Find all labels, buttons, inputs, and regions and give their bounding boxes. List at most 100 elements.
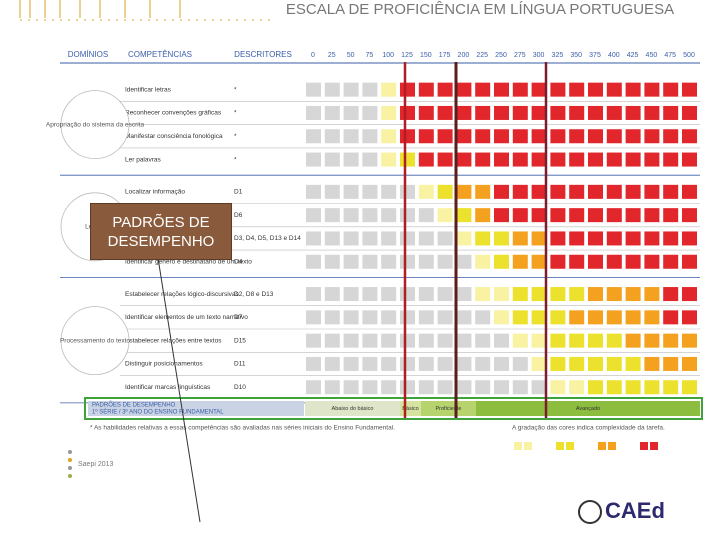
- scale-cell: [588, 105, 603, 120]
- standard-level-label: Proficiente: [436, 406, 462, 412]
- scale-cell: [456, 356, 472, 371]
- descriptor: D15: [234, 337, 246, 344]
- scale-cell: [437, 105, 453, 120]
- scale-cell: [400, 208, 415, 223]
- scale-cell: [306, 287, 321, 302]
- scale-cell: [437, 310, 453, 325]
- competency: Estabelecer relações lógico-discursivas: [125, 291, 240, 298]
- scale-tick: 350: [570, 52, 582, 59]
- scale-cell: [400, 287, 415, 302]
- scale-cell: [343, 129, 359, 144]
- scale-tick: 475: [664, 52, 676, 59]
- scale-cell: [625, 333, 641, 348]
- scale-cell: [381, 254, 397, 269]
- descriptor: D1: [234, 189, 243, 196]
- scale-tick: 50: [347, 52, 355, 59]
- scale-tick: 150: [420, 52, 432, 59]
- logo: CAEd: [605, 498, 665, 523]
- scale-cell: [663, 356, 679, 371]
- scale-cell: [475, 356, 491, 371]
- scale-cell: [400, 184, 415, 199]
- scale-tick: 450: [646, 52, 658, 59]
- scale-cell: [494, 82, 509, 97]
- scale-cell: [362, 208, 378, 223]
- scale-cell: [512, 184, 528, 199]
- color-swatch: [640, 442, 648, 450]
- scale-cell: [343, 287, 359, 302]
- scale-cell: [437, 129, 453, 144]
- color-swatch: [524, 442, 532, 450]
- scale-cell: [625, 152, 641, 167]
- scale-cell: [475, 310, 491, 325]
- scale-cell: [381, 231, 397, 246]
- scale-cell: [682, 254, 697, 269]
- scale-cell: [362, 333, 378, 348]
- scale-cell: [324, 105, 340, 120]
- scale-cell: [324, 129, 340, 144]
- scale-cell: [606, 310, 622, 325]
- color-note: A gradação das cores indica complexidade…: [512, 425, 665, 432]
- scale-cell: [494, 129, 509, 144]
- descriptor: *: [234, 156, 237, 163]
- scale-cell: [494, 152, 509, 167]
- scale-cell: [400, 152, 415, 167]
- callout: PADRÕES DE DESEMPENHO: [90, 203, 232, 260]
- scale-cell: [606, 254, 622, 269]
- scale-cell: [494, 287, 509, 302]
- scale-cell: [324, 380, 340, 395]
- scale-cell: [569, 287, 585, 302]
- scale-cell: [343, 82, 359, 97]
- standard-level-label: Básico: [402, 406, 419, 412]
- scale-cell: [606, 208, 622, 223]
- scale-cell: [644, 184, 660, 199]
- scale-cell: [644, 310, 660, 325]
- scale-cell: [588, 333, 603, 348]
- scale-cell: [512, 356, 528, 371]
- scale-cell: [362, 152, 378, 167]
- scale-cell: [400, 310, 415, 325]
- scale-cell: [381, 208, 397, 223]
- scale-cell: [588, 152, 603, 167]
- scale-cell: [569, 254, 585, 269]
- scale-cell: [588, 310, 603, 325]
- scale-cell: [663, 184, 679, 199]
- scale-cell: [343, 208, 359, 223]
- scale-cell: [362, 356, 378, 371]
- scale-cell: [306, 254, 321, 269]
- scale-cell: [606, 184, 622, 199]
- scale-tick: 125: [401, 52, 413, 59]
- scale-cell: [682, 380, 697, 395]
- scale-cell: [306, 105, 321, 120]
- scale-cell: [682, 105, 697, 120]
- color-swatch: [650, 442, 658, 450]
- scale-cell: [494, 184, 509, 199]
- scale-cell: [569, 231, 585, 246]
- scale-cell: [456, 310, 472, 325]
- descriptor: *: [234, 110, 237, 117]
- scale-cell: [569, 333, 585, 348]
- scale-cell: [418, 129, 434, 144]
- scale-cell: [531, 356, 547, 371]
- scale-cell: [400, 380, 415, 395]
- scale-cell: [324, 310, 340, 325]
- scale-cell: [512, 208, 528, 223]
- scale-cell: [418, 380, 434, 395]
- scale-cell: [456, 380, 472, 395]
- scale-cell: [418, 82, 434, 97]
- scale-cell: [550, 333, 566, 348]
- scale-cell: [418, 184, 434, 199]
- scale-cell: [550, 129, 566, 144]
- scale-cell: [531, 310, 547, 325]
- scale-cell: [343, 380, 359, 395]
- competency: Identificar marcas linguísticas: [125, 384, 211, 391]
- scale-cell: [343, 152, 359, 167]
- scale-cell: [644, 333, 660, 348]
- scale-cell: [362, 254, 378, 269]
- scale-cell: [456, 105, 472, 120]
- scale-cell: [606, 152, 622, 167]
- competency: Identificar letras: [125, 86, 172, 93]
- scale-cell: [550, 152, 566, 167]
- scale-cell: [456, 152, 472, 167]
- scale-cell: [682, 129, 697, 144]
